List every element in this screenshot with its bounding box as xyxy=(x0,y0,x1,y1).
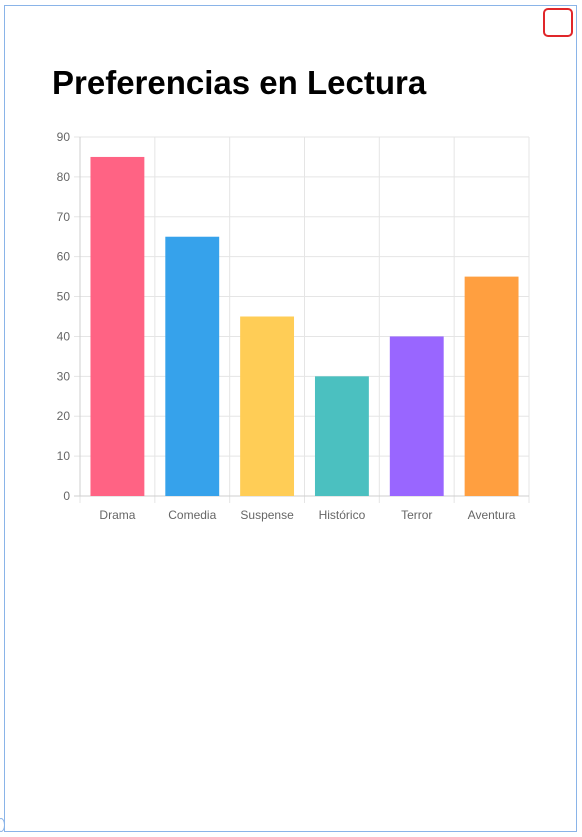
x-tick-label: Aventura xyxy=(468,508,516,522)
y-tick-label: 80 xyxy=(57,170,71,184)
chart-title: Preferencias en Lectura xyxy=(52,64,427,101)
y-tick-label: 30 xyxy=(57,369,71,383)
y-tick-label: 20 xyxy=(57,409,71,423)
x-tick-label: Histórico xyxy=(319,508,366,522)
y-tick-label: 10 xyxy=(57,449,71,463)
y-tick-label: 50 xyxy=(57,290,71,304)
bar-terror xyxy=(389,336,444,496)
x-tick-label: Terror xyxy=(401,508,432,522)
y-tick-label: 90 xyxy=(57,130,71,144)
bar-suspense xyxy=(240,316,295,496)
bar-comedia xyxy=(165,236,220,496)
y-tick-label: 70 xyxy=(57,210,71,224)
bar-aventura xyxy=(464,276,519,496)
close-button[interactable] xyxy=(543,8,573,37)
bar-drama xyxy=(90,156,145,496)
x-tick-label: Comedia xyxy=(168,508,216,522)
y-tick-label: 40 xyxy=(57,329,71,343)
y-tick-label: 60 xyxy=(57,250,71,264)
x-tick-label: Suspense xyxy=(240,508,294,522)
y-tick-label: 0 xyxy=(63,489,70,503)
x-tick-label: Drama xyxy=(99,508,135,522)
bar-histórico xyxy=(314,376,369,496)
